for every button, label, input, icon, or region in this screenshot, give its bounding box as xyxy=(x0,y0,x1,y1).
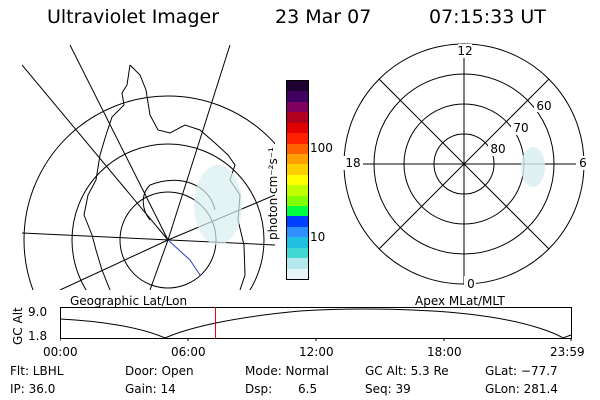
time-label: 07:15:33 UT xyxy=(429,6,546,28)
x-tick-1800: 18:00 xyxy=(427,345,462,359)
meridian-line xyxy=(22,232,275,246)
colorbar-unit-label: photon cm⁻²s⁻¹ xyxy=(266,147,280,240)
colorbar-swatch xyxy=(287,185,308,196)
meridian-line xyxy=(59,239,169,290)
dsp-value: 6.5 xyxy=(298,382,318,396)
label-bg xyxy=(576,156,590,170)
label-bg xyxy=(488,142,508,156)
x-tick-2359: 23:59 xyxy=(550,345,585,359)
gc-alt-field: GC Alt: 5.3 Re xyxy=(365,364,449,378)
ip-field: IP: 36.0 xyxy=(10,382,56,396)
colorbar-swatch xyxy=(287,195,308,207)
lat-circle xyxy=(71,143,265,290)
colorbar-swatch xyxy=(287,206,308,217)
mlat-label-70: 70 xyxy=(513,121,528,135)
x-tick-1200: 12:00 xyxy=(299,345,334,359)
date-label: 23 Mar 07 xyxy=(275,6,372,28)
glat-field: GLat: −77.7 xyxy=(485,364,558,378)
colorbar-swatch xyxy=(287,122,308,134)
timeline-y-label: GC Alt xyxy=(11,307,25,345)
mlt-label-12: 12 xyxy=(457,44,472,58)
timeline-frame xyxy=(60,307,572,339)
altitude-timeline[interactable] xyxy=(60,307,574,341)
mlt-line xyxy=(378,78,550,250)
colorbar xyxy=(286,80,309,280)
colorbar-tick-100: 100 xyxy=(310,141,333,155)
mode-field: Mode: Normal xyxy=(245,364,329,378)
colorbar-swatch xyxy=(287,268,308,279)
colorbar-swatch xyxy=(287,143,308,154)
colorbar-swatch xyxy=(287,164,308,175)
geographic-caption: Geographic Lat/Lon xyxy=(70,294,188,308)
dsp-label: Dsp: xyxy=(245,382,273,396)
colorbar-swatch xyxy=(287,216,308,227)
label-bg xyxy=(343,156,363,170)
colorbar-swatch xyxy=(287,247,308,259)
mlat-label-80: 80 xyxy=(490,142,505,156)
x-tick-0600: 06:00 xyxy=(171,345,206,359)
colorbar-swatch xyxy=(287,153,308,165)
coastline xyxy=(83,64,246,290)
glon-field: GLon: 281.4 xyxy=(485,382,558,396)
label-bg xyxy=(458,44,472,58)
colorbar-swatch xyxy=(287,133,308,144)
meridian-line xyxy=(69,45,169,241)
colorbar-swatch xyxy=(287,174,308,186)
mlat-label-60: 60 xyxy=(536,99,551,113)
colorbar-swatch xyxy=(287,237,308,248)
polar-map: 12 18 6 0 60 70 80 xyxy=(343,43,590,291)
meridian-line xyxy=(167,45,231,241)
meridian-line xyxy=(22,64,169,241)
seq-field: Seq: 39 xyxy=(365,382,411,396)
instrument-title: Ultraviolet Imager xyxy=(47,6,220,28)
colorbar-swatch xyxy=(287,112,308,123)
label-bg xyxy=(511,121,531,135)
altitude-curve xyxy=(60,308,572,339)
apex-caption: Apex MLat/MLT xyxy=(415,294,505,308)
aurora-emission xyxy=(521,147,545,187)
colorbar-swatch xyxy=(287,258,308,269)
flt-field: Flt: LBHL xyxy=(10,364,64,378)
meridian-line xyxy=(149,239,169,290)
x-tick-0000: 00:00 xyxy=(43,345,78,359)
timeline-y-tick-9: 9.0 xyxy=(28,305,48,319)
colorbar-swatch xyxy=(287,91,308,102)
mlt-label-18: 18 xyxy=(345,156,360,170)
terminator-line xyxy=(167,239,201,276)
colorbar-tick-10: 10 xyxy=(310,230,326,244)
aurora-emission xyxy=(194,165,242,245)
door-field: Door: Open xyxy=(125,364,194,378)
colorbar-swatch xyxy=(287,80,308,92)
lat-circle xyxy=(23,95,275,290)
mlt-label-0: 0 xyxy=(467,277,475,291)
colorbar-swatch xyxy=(287,101,308,113)
label-bg xyxy=(534,98,554,112)
colorbar-swatch xyxy=(287,226,308,238)
label-bg xyxy=(464,276,476,290)
geographic-map xyxy=(22,45,275,290)
gain-field: Gain: 14 xyxy=(125,382,176,396)
timeline-y-tick-1.8: 1.8 xyxy=(28,329,48,343)
mlt-label-6: 6 xyxy=(579,156,587,170)
